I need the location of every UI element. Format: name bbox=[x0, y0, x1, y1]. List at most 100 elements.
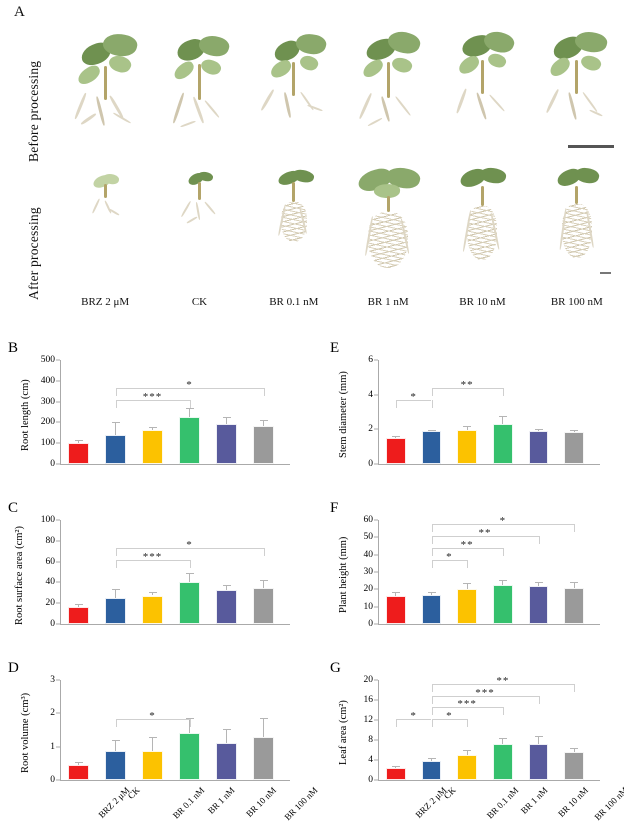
error-bar-cap bbox=[391, 765, 400, 767]
significance-bracket bbox=[115, 560, 190, 562]
plant-illustration bbox=[153, 169, 245, 290]
x-tick-label-6: BR 100 nM bbox=[281, 785, 320, 823]
y-tick-label: 3 bbox=[50, 675, 55, 685]
y-tick-label: 20 bbox=[45, 598, 56, 609]
y-tick-mark bbox=[374, 759, 378, 761]
x-tick-label-3: BR 0.1 nM bbox=[170, 785, 206, 821]
y-tick-mark bbox=[56, 359, 60, 361]
y-tick-mark bbox=[374, 623, 378, 625]
significance-bracket-leg bbox=[431, 695, 433, 704]
plant-illustration bbox=[248, 167, 340, 290]
error-bar bbox=[78, 440, 79, 443]
significance-bracket-leg bbox=[115, 400, 117, 409]
error-bar-cap bbox=[74, 761, 83, 763]
error-bar bbox=[152, 592, 153, 596]
bar-e-3 bbox=[457, 429, 478, 464]
significance-bracket bbox=[431, 707, 503, 708]
significance-bracket-leg bbox=[189, 718, 191, 727]
significance-bracket-leg bbox=[431, 560, 433, 569]
significance-bracket-leg bbox=[431, 388, 433, 397]
y-tick-mark bbox=[56, 540, 60, 542]
significance-stars: ** bbox=[460, 539, 474, 552]
plant-illustration bbox=[248, 26, 340, 166]
error-bar-cap bbox=[534, 735, 543, 737]
error-bar-cap bbox=[391, 435, 400, 437]
plant-illustration bbox=[342, 164, 434, 290]
y-axis-label: Root volume (cm³) bbox=[20, 692, 31, 774]
x-tick-label-5: BR 10 nM bbox=[555, 785, 590, 819]
significance-stars: * bbox=[446, 551, 453, 564]
error-bar-cap bbox=[259, 718, 268, 719]
plot-area-c: 0 20 40 60 80 100 Root surface area (cm²) *** * bbox=[14, 515, 290, 629]
error-bar bbox=[573, 429, 575, 432]
error-bar bbox=[78, 604, 79, 607]
error-bar-cap bbox=[74, 440, 83, 442]
treatment-label-row: BRZ 2 μM CK BR 0.1 nM BR 1 nM BR 10 nM BR 100… bbox=[58, 296, 624, 318]
y-tick-label: 2 bbox=[368, 424, 373, 435]
y-tick-label: 200 bbox=[40, 417, 55, 428]
y-tick-mark bbox=[56, 623, 60, 625]
error-bar-cap bbox=[427, 757, 436, 759]
error-bar-cap bbox=[498, 416, 507, 418]
y-tick-mark bbox=[56, 746, 60, 748]
bar-f-4 bbox=[492, 584, 513, 624]
y-axis-label: Stem diameter (mm) bbox=[338, 371, 349, 459]
panel-letter-a: A bbox=[14, 4, 25, 20]
y-tick-mark bbox=[374, 571, 378, 573]
y-tick-mark bbox=[56, 712, 60, 714]
y-tick-label: 8 bbox=[368, 735, 373, 745]
plant-illustration bbox=[342, 26, 434, 166]
significance-bracket bbox=[115, 548, 264, 550]
significance-bracket-leg bbox=[574, 524, 576, 533]
y-tick-mark bbox=[374, 719, 378, 721]
error-bar-cap bbox=[148, 426, 157, 428]
significance-stars: ** bbox=[496, 675, 510, 687]
plant-illustration bbox=[153, 26, 245, 166]
y-tick-label: 10 bbox=[363, 601, 374, 612]
treatment-label-3: BR 0.1 nM bbox=[269, 296, 319, 308]
significance-stars: * bbox=[149, 709, 156, 722]
y-axis-line bbox=[378, 680, 379, 780]
significance-stars: * bbox=[186, 539, 193, 552]
y-tick-mark bbox=[374, 519, 378, 521]
significance-stars: *** bbox=[142, 551, 163, 564]
bar-d-5 bbox=[216, 743, 237, 780]
y-tick-label: 50 bbox=[363, 532, 374, 543]
y-tick-mark bbox=[56, 442, 60, 444]
error-bar-cap bbox=[74, 604, 83, 606]
bar-d-3 bbox=[142, 750, 163, 780]
scale-bar-before bbox=[568, 145, 614, 148]
significance-bracket-leg bbox=[431, 400, 433, 409]
significance-bracket-leg bbox=[263, 548, 265, 557]
error-bar bbox=[78, 761, 79, 765]
treatment-label-5: BR 10 nM bbox=[459, 296, 506, 308]
panel-b-root-length: B 0 100 200 300 400 500 Root length (cm) *** * bbox=[0, 340, 320, 494]
y-tick-mark bbox=[56, 581, 60, 583]
error-bar bbox=[115, 740, 116, 752]
significance-bracket bbox=[431, 695, 539, 697]
bar-b-6 bbox=[253, 426, 274, 464]
plot-area-b: 0 100 200 300 400 500 Root length (cm) *** * bbox=[20, 355, 290, 469]
significance-bracket bbox=[431, 536, 539, 538]
significance-bracket bbox=[431, 524, 575, 526]
y-tick-mark bbox=[56, 463, 60, 465]
y-axis-line bbox=[378, 520, 379, 624]
plant-illustration bbox=[436, 165, 528, 290]
x-axis-line bbox=[60, 780, 290, 781]
plant-illustration bbox=[59, 170, 151, 290]
bar-d-6 bbox=[253, 737, 274, 780]
significance-bracket bbox=[395, 718, 432, 720]
y-tick-mark bbox=[374, 463, 378, 465]
bar-g-4 bbox=[492, 744, 513, 780]
y-axis-label: Leaf area (cm²) bbox=[338, 700, 349, 766]
error-bar-cap bbox=[534, 582, 543, 584]
bar-c-3 bbox=[142, 595, 163, 624]
y-tick-label: 2 bbox=[50, 708, 55, 719]
plant-photo-before-1 bbox=[58, 26, 152, 166]
plot-area-f: 0 10 20 30 40 50 60 Plant height (mm) * ** ** * bbox=[338, 515, 600, 629]
significance-bracket-leg bbox=[431, 524, 433, 533]
y-tick-mark bbox=[374, 779, 378, 781]
x-axis-line bbox=[378, 780, 600, 781]
significance-stars: *** bbox=[142, 391, 163, 404]
error-bar bbox=[395, 765, 397, 768]
